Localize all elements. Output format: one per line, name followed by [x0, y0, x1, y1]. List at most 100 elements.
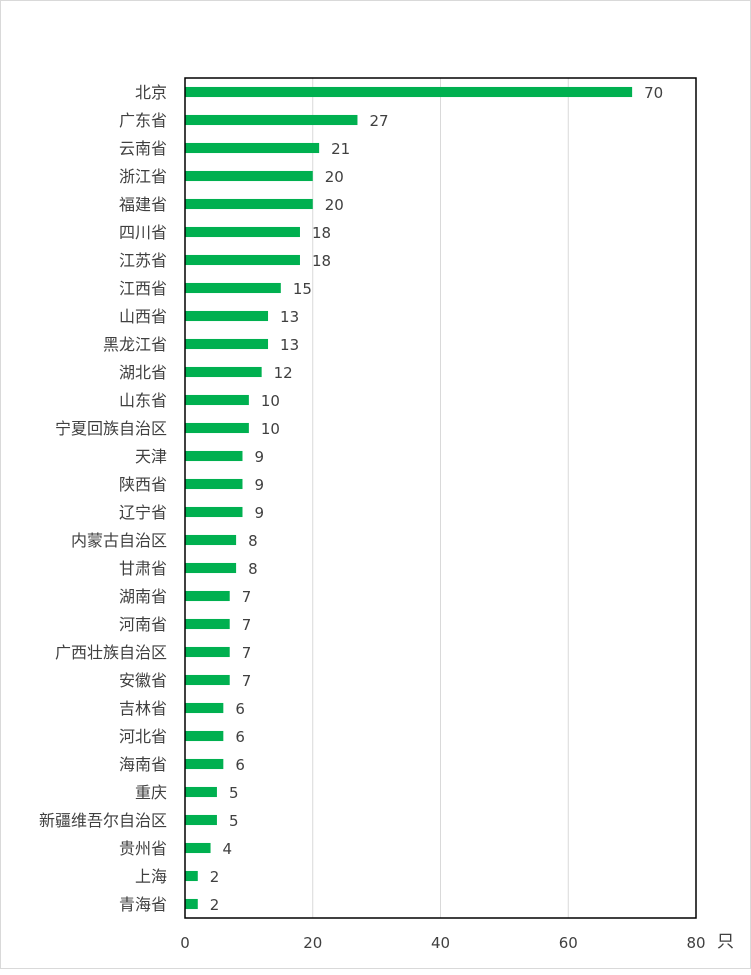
data-label: 7 — [242, 616, 252, 634]
bar — [185, 506, 243, 518]
bar — [185, 730, 224, 742]
bar — [185, 394, 249, 406]
value-labels: 7027212020181815131312101099988777766655… — [210, 84, 663, 914]
category-label: 新疆维吾尔自治区 — [39, 811, 167, 830]
category-label: 陕西省 — [119, 475, 167, 494]
bar — [185, 226, 300, 238]
data-label: 5 — [229, 812, 239, 830]
data-label: 15 — [293, 280, 312, 298]
bar — [185, 282, 281, 294]
category-label: 安徽省 — [119, 671, 167, 690]
category-label: 广东省 — [119, 111, 167, 130]
category-label: 江西省 — [119, 279, 167, 298]
bar — [185, 198, 313, 210]
data-label: 2 — [210, 896, 220, 914]
bar — [185, 450, 243, 462]
gridlines — [312, 78, 569, 918]
bar — [185, 786, 217, 798]
data-label: 70 — [644, 84, 663, 102]
bar — [185, 646, 230, 658]
data-label: 6 — [235, 728, 245, 746]
data-label: 10 — [261, 392, 280, 410]
bar — [185, 814, 217, 826]
category-label: 海南省 — [119, 755, 167, 774]
category-label: 青海省 — [119, 895, 167, 914]
data-label: 8 — [248, 560, 258, 578]
data-label: 9 — [254, 504, 264, 522]
data-label: 13 — [280, 336, 299, 354]
bar — [185, 562, 237, 574]
data-label: 2 — [210, 868, 220, 886]
bar — [185, 478, 243, 490]
category-labels: 北京广东省云南省浙江省福建省四川省江苏省江西省山西省黑龙江省湖北省山东省宁夏回族… — [39, 83, 167, 914]
category-label: 湖北省 — [119, 363, 167, 382]
category-label: 贵州省 — [119, 839, 167, 858]
data-label: 27 — [369, 112, 388, 130]
bar — [185, 170, 313, 182]
data-label: 7 — [242, 644, 252, 662]
x-tick-labels: 0 20 40 60 80 — [180, 934, 705, 952]
category-label: 广西壮族自治区 — [55, 643, 167, 662]
category-label: 吉林省 — [119, 699, 167, 718]
x-axis-unit: 只 — [717, 932, 734, 952]
data-label: 21 — [331, 140, 350, 158]
category-label: 山西省 — [119, 307, 167, 326]
x-tick-label: 0 — [180, 934, 190, 952]
category-label: 内蒙古自治区 — [71, 531, 167, 550]
category-label: 上海 — [135, 867, 167, 886]
data-label: 7 — [242, 588, 252, 606]
category-label: 河北省 — [119, 727, 167, 746]
data-label: 9 — [254, 448, 264, 466]
data-label: 18 — [312, 224, 331, 242]
bar — [185, 142, 320, 154]
data-label: 6 — [235, 700, 245, 718]
bar — [185, 870, 198, 882]
x-tick-label: 40 — [431, 934, 450, 952]
bar — [185, 86, 633, 98]
bar — [185, 534, 237, 546]
category-label: 山东省 — [119, 391, 167, 410]
bar — [185, 338, 269, 350]
bar — [185, 842, 211, 854]
data-label: 6 — [235, 756, 245, 774]
x-tick-label: 20 — [303, 934, 322, 952]
bar — [185, 618, 230, 630]
category-label: 云南省 — [119, 139, 167, 158]
data-label: 12 — [274, 364, 293, 382]
category-label: 北京 — [135, 83, 167, 102]
data-label: 8 — [248, 532, 258, 550]
data-label: 10 — [261, 420, 280, 438]
category-label: 天津 — [135, 447, 167, 466]
category-label: 福建省 — [119, 195, 167, 214]
category-label: 河南省 — [119, 615, 167, 634]
bar — [185, 590, 230, 602]
bars — [185, 86, 633, 910]
category-label: 黑龙江省 — [103, 335, 167, 354]
data-label: 13 — [280, 308, 299, 326]
bar — [185, 310, 269, 322]
bar — [185, 758, 224, 770]
bar — [185, 114, 358, 126]
bar — [185, 254, 300, 266]
category-label: 甘肃省 — [119, 559, 167, 578]
category-label: 辽宁省 — [119, 503, 167, 522]
plot-area-border — [184, 77, 697, 919]
category-label: 四川省 — [119, 223, 167, 242]
data-label: 5 — [229, 784, 239, 802]
category-label: 江苏省 — [119, 251, 167, 270]
category-label: 宁夏回族自治区 — [55, 419, 167, 438]
bar — [185, 674, 230, 686]
data-label: 20 — [325, 168, 344, 186]
category-label: 重庆 — [135, 783, 167, 802]
category-label: 湖南省 — [119, 587, 167, 606]
data-label: 4 — [223, 840, 233, 858]
bar — [185, 366, 262, 378]
x-tick-label: 80 — [686, 934, 705, 952]
bar — [185, 702, 224, 714]
bar — [185, 422, 249, 434]
data-label: 7 — [242, 672, 252, 690]
data-label: 9 — [254, 476, 264, 494]
category-label: 浙江省 — [119, 167, 167, 186]
